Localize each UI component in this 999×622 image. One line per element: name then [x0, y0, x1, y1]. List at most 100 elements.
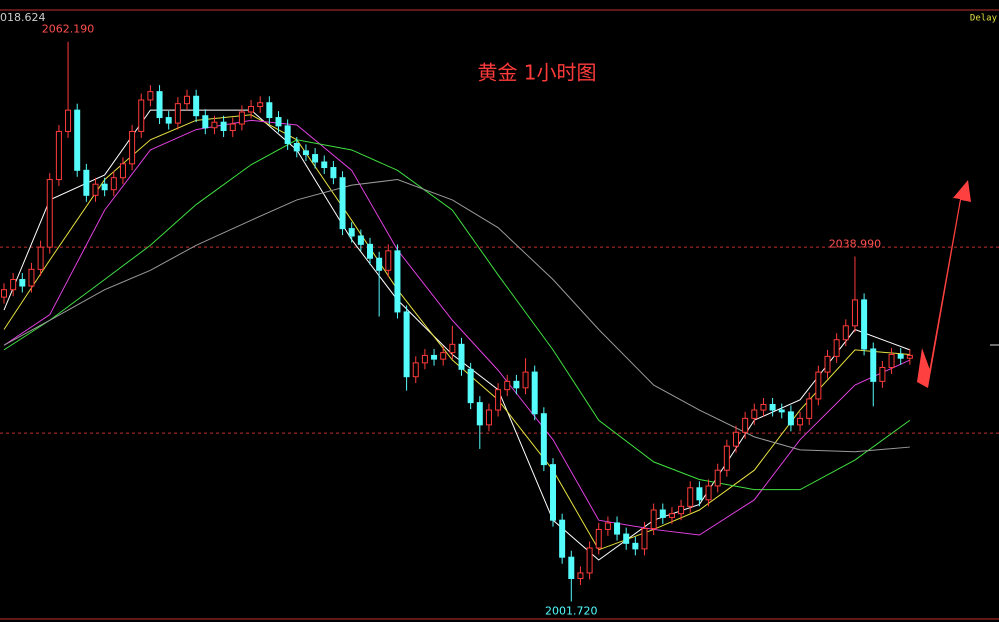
candle-body	[476, 402, 483, 426]
candle-body	[330, 167, 337, 179]
candle-body	[595, 528, 602, 549]
candle-body	[431, 354, 438, 360]
candle-body	[833, 339, 840, 357]
candle-body	[19, 279, 26, 287]
candle-body	[302, 150, 309, 156]
candle-body	[376, 257, 383, 271]
candle-body	[339, 177, 346, 230]
candle-body	[394, 250, 401, 313]
candle-body	[888, 354, 895, 368]
candle-body	[787, 411, 794, 426]
candle-body	[815, 371, 822, 400]
candle-body	[531, 371, 538, 415]
candle-body	[870, 348, 877, 382]
candle-body	[623, 533, 630, 544]
candle-body	[513, 380, 520, 389]
candle-body	[641, 528, 648, 550]
candle-body	[184, 95, 190, 105]
candle-body	[312, 154, 319, 163]
candle-body	[760, 403, 767, 411]
candle-body	[659, 509, 666, 518]
chart-title: 黄金 1小时图	[477, 61, 596, 85]
candle-body	[632, 542, 639, 550]
corner-text: 018.624	[0, 11, 46, 24]
candle-body	[806, 398, 813, 419]
candle-body	[824, 355, 831, 373]
candle-body	[65, 109, 72, 132]
candle-body	[1, 289, 7, 298]
candle-body	[293, 142, 300, 152]
extreme-label: 2038.990	[829, 237, 882, 250]
moving-average	[3, 109, 911, 561]
candle-body	[540, 413, 547, 466]
candle-body	[421, 354, 428, 364]
candle-body	[440, 352, 447, 360]
candle-body	[55, 130, 62, 181]
moving-average	[3, 119, 911, 536]
candle-body	[403, 311, 410, 378]
candle-body	[257, 102, 264, 107]
candle-body	[211, 121, 218, 129]
candle-body	[797, 417, 804, 426]
candle-body	[906, 354, 913, 359]
moving-average	[3, 139, 911, 491]
candle-body	[92, 183, 99, 196]
candle-body	[220, 121, 227, 132]
candle-body	[696, 487, 703, 501]
candle-body	[101, 183, 108, 191]
candle-body	[321, 161, 328, 169]
candle-body	[723, 445, 730, 471]
moving-average	[3, 179, 910, 453]
candle-body	[778, 409, 785, 413]
candle-body	[733, 431, 739, 447]
extreme-label: 2001.720	[545, 604, 598, 617]
candle-body	[559, 519, 566, 558]
candle-body	[495, 389, 502, 411]
candle-body	[229, 123, 236, 132]
candle-body	[614, 522, 621, 535]
candle-body	[714, 469, 721, 487]
candle-body	[238, 111, 245, 125]
candle-body	[138, 99, 145, 132]
candle-body	[604, 522, 611, 530]
candle-body	[412, 362, 419, 378]
extreme-label: 2062.190	[42, 23, 95, 36]
candle-body	[458, 343, 465, 370]
candle-body	[119, 163, 126, 179]
candle-body	[449, 343, 456, 354]
candle-body	[385, 250, 392, 271]
candle-body	[174, 103, 181, 124]
candle-body	[705, 485, 712, 501]
candle-body	[586, 547, 593, 574]
candle-body	[83, 169, 90, 196]
candle-body	[550, 464, 556, 521]
arrow-annotation	[917, 180, 971, 388]
candle-body	[851, 299, 858, 327]
candle-body	[46, 179, 53, 248]
candle-body	[284, 125, 291, 144]
candle-body	[467, 368, 474, 404]
moving-average	[3, 114, 910, 551]
candle-body	[37, 246, 44, 270]
candle-body	[156, 91, 163, 119]
candle-body	[165, 117, 172, 124]
candle-body	[577, 572, 584, 579]
candle-body	[74, 109, 81, 171]
candle-body	[357, 235, 364, 245]
candle-body	[110, 177, 117, 191]
candle-body	[842, 325, 849, 341]
candle-body	[742, 417, 749, 433]
candle-body	[897, 354, 904, 359]
candle-body	[879, 366, 886, 382]
candle-body	[522, 371, 529, 389]
candle-body	[275, 117, 282, 127]
candle-body	[861, 299, 868, 350]
candle-body	[678, 505, 685, 515]
candle-body	[348, 228, 355, 237]
candle-body	[202, 115, 209, 129]
candle-body	[485, 409, 492, 426]
status-text: Delay	[970, 14, 998, 24]
candle-body	[650, 509, 657, 530]
